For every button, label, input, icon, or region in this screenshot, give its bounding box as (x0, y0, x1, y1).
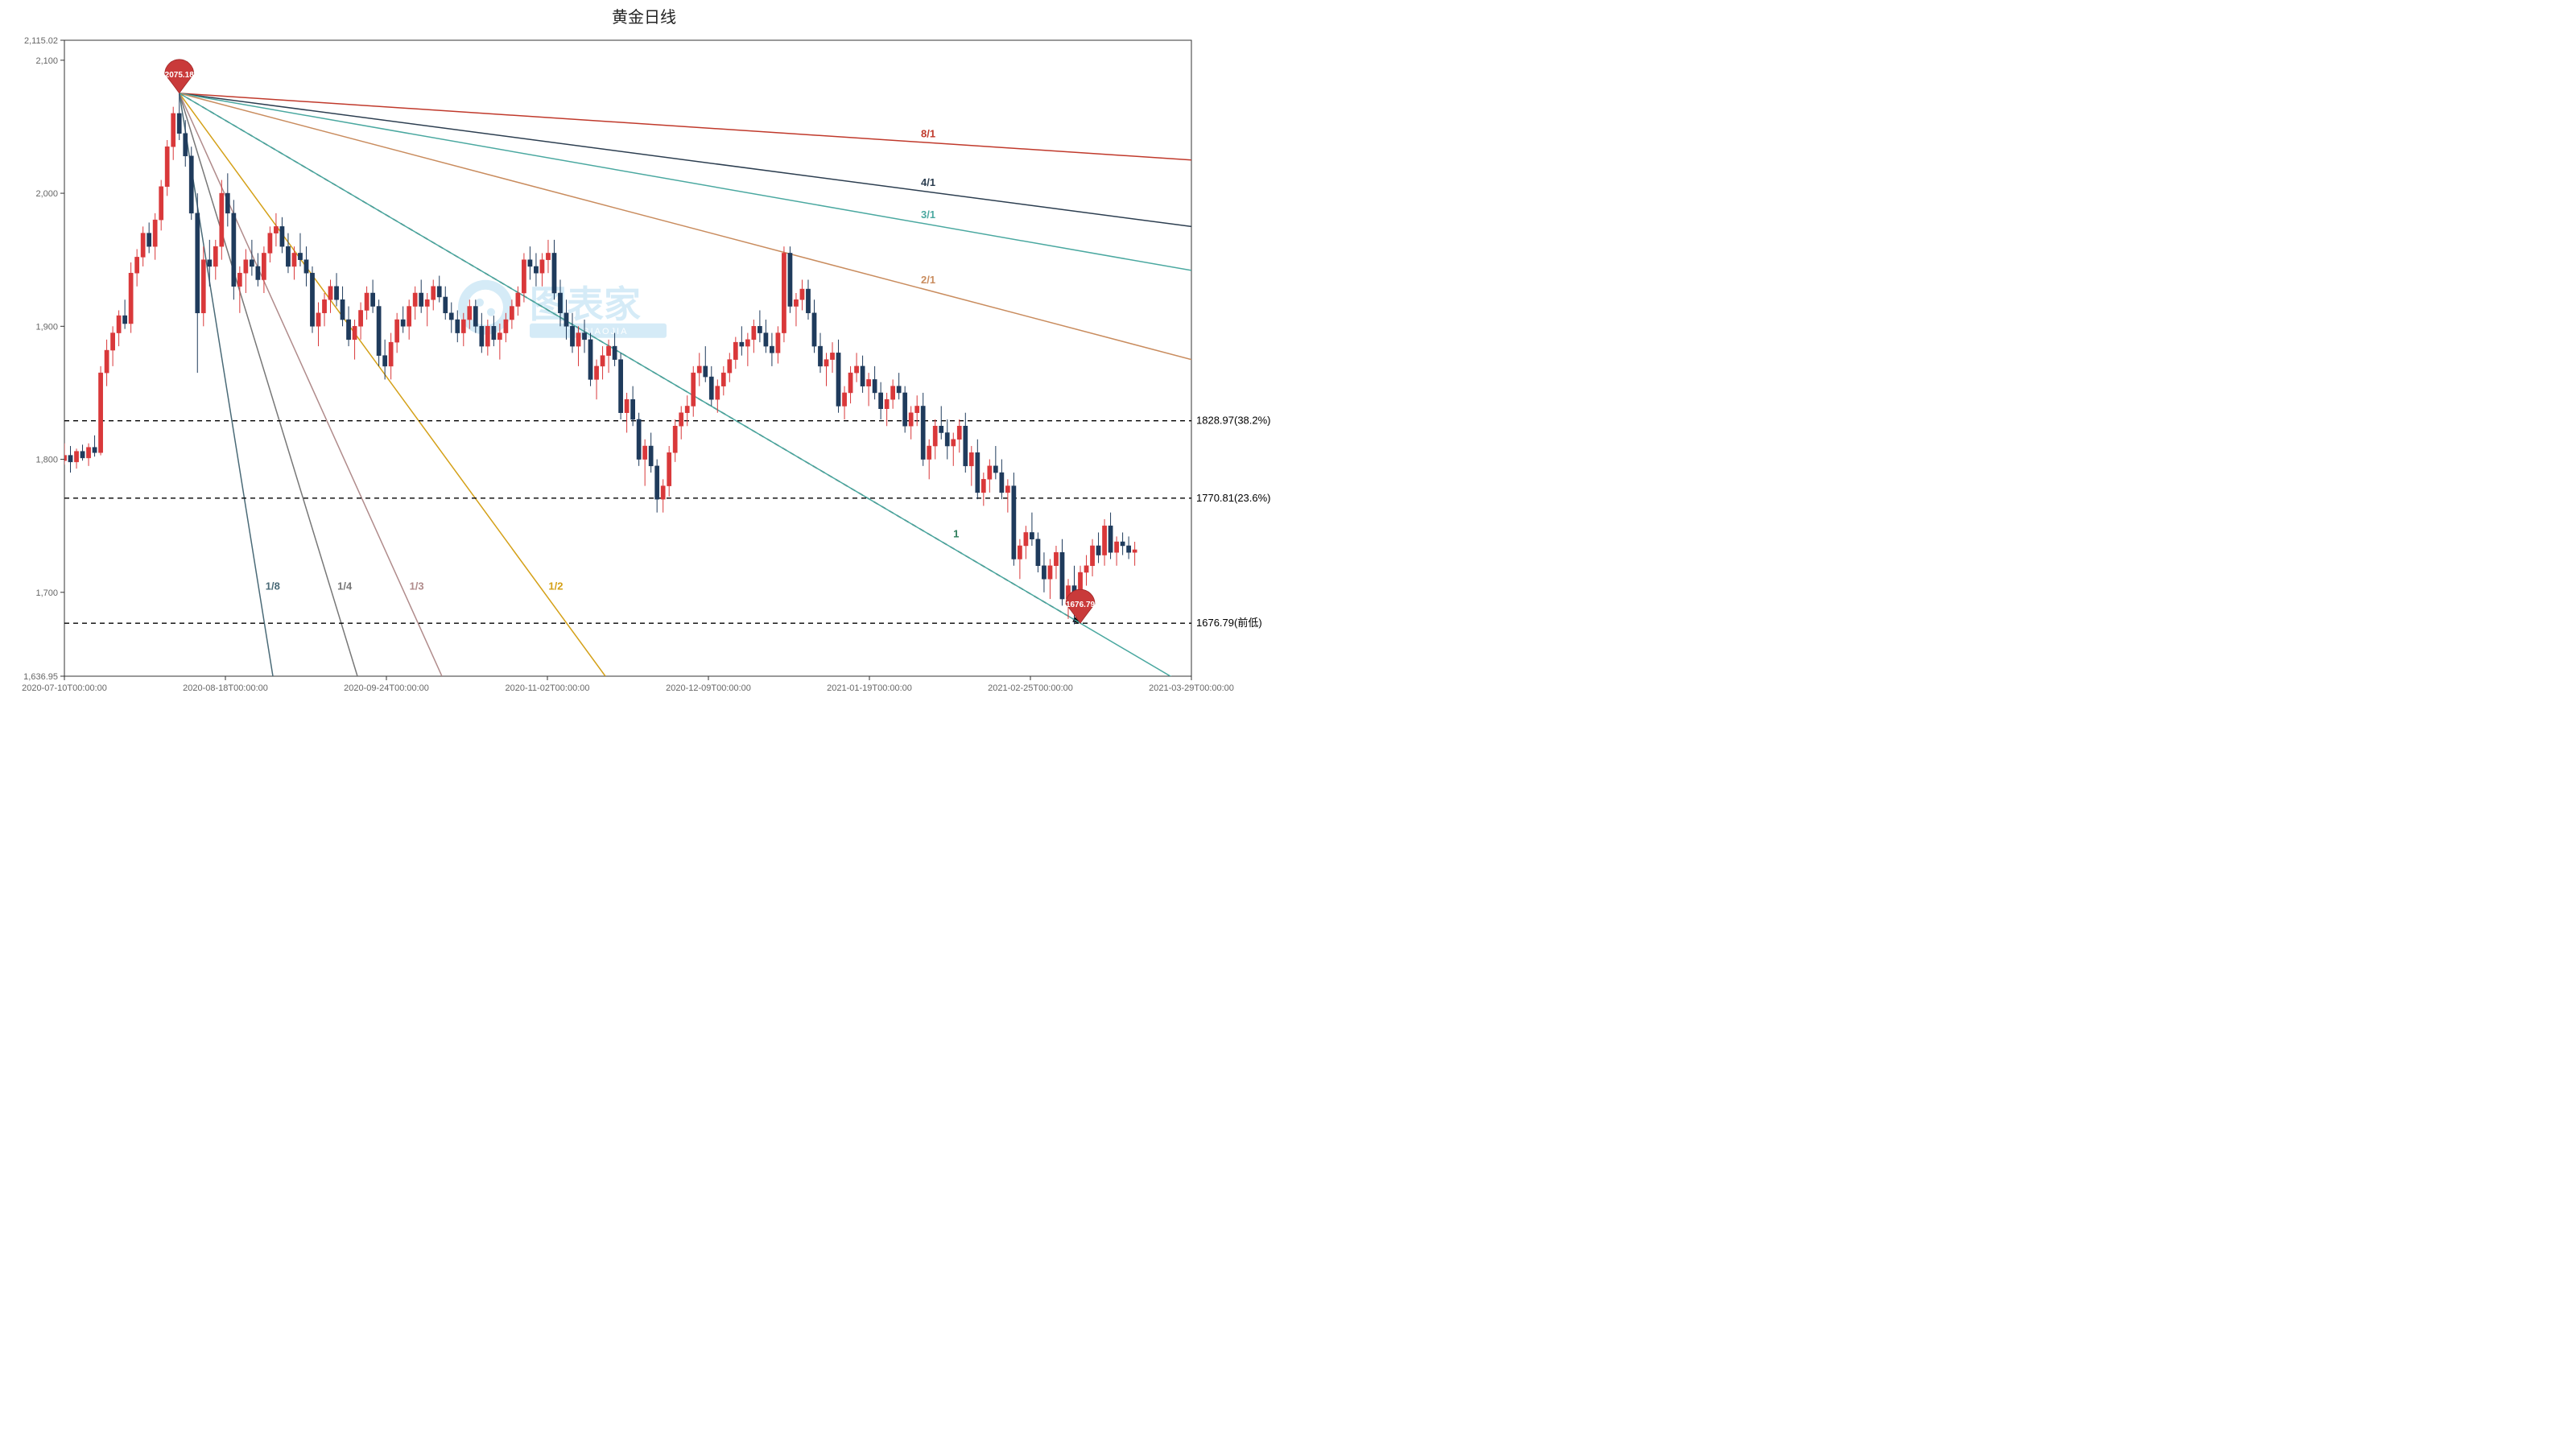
svg-text:2075.18: 2075.18 (165, 71, 195, 80)
svg-text:1676.79: 1676.79 (1066, 601, 1096, 609)
chart-svg: 黄金日线图表家TUBIAOJIA1,636.951,7001,8001,9002… (0, 0, 1288, 724)
fan-label: 1/4 (337, 580, 353, 592)
y-tick-label: 2,115.02 (24, 36, 58, 46)
y-tick-label: 1,700 (35, 588, 58, 598)
fan-label: 1/8 (266, 580, 280, 592)
chart-container: 黄金日线图表家TUBIAOJIA1,636.951,7001,8001,9002… (0, 0, 1288, 724)
y-tick-label: 1,636.95 (23, 672, 58, 682)
y-tick-label: 2,100 (35, 56, 58, 66)
svg-text:图表家: 图表家 (530, 283, 641, 325)
x-tick-label: 2021-02-25T00:00:00 (988, 683, 1073, 693)
chart-title: 黄金日线 (612, 8, 676, 27)
fan-label: 8/1 (921, 128, 935, 140)
fan-label: 1/2 (548, 580, 563, 592)
y-tick-label: 1,900 (35, 322, 58, 332)
fib-level-label: 1828.97(38.2%) (1196, 415, 1271, 427)
fib-level-label: 1770.81(23.6%) (1196, 492, 1271, 504)
x-tick-label: 2021-03-29T00:00:00 (1149, 683, 1234, 693)
x-tick-label: 2020-08-18T00:00:00 (183, 683, 268, 693)
fan-label: 2/1 (921, 274, 935, 286)
fib-level-label: 1676.79(前低) (1196, 617, 1262, 629)
fan-label: 4/1 (921, 176, 935, 188)
y-tick-label: 2,000 (35, 189, 58, 199)
fan-label: 1/3 (410, 580, 424, 592)
fan-label-1: 1 (953, 527, 959, 539)
x-tick-label: 2020-09-24T00:00:00 (344, 683, 429, 693)
x-tick-label: 2020-12-09T00:00:00 (666, 683, 751, 693)
fan-label: 3/1 (921, 208, 935, 221)
x-tick-label: 2020-11-02T00:00:00 (506, 683, 590, 693)
x-tick-label: 2020-07-10T00:00:00 (22, 683, 107, 693)
y-tick-label: 1,800 (35, 456, 58, 465)
x-tick-label: 2021-01-19T00:00:00 (827, 683, 912, 693)
